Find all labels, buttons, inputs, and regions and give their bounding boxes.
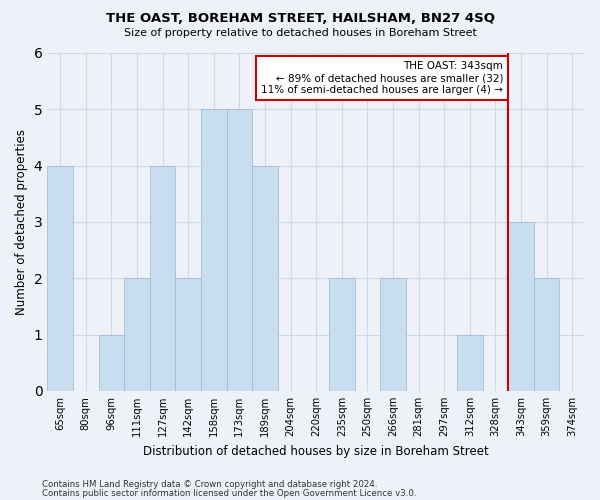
Bar bbox=[457, 334, 482, 391]
Bar bbox=[508, 222, 534, 391]
Bar bbox=[124, 278, 150, 391]
Bar bbox=[534, 278, 559, 391]
Text: Contains public sector information licensed under the Open Government Licence v3: Contains public sector information licen… bbox=[42, 488, 416, 498]
Bar bbox=[175, 278, 201, 391]
Bar bbox=[252, 166, 278, 391]
Bar bbox=[47, 166, 73, 391]
Text: Size of property relative to detached houses in Boreham Street: Size of property relative to detached ho… bbox=[124, 28, 476, 38]
Bar bbox=[201, 110, 227, 391]
Text: THE OAST: 343sqm
← 89% of detached houses are smaller (32)
11% of semi-detached : THE OAST: 343sqm ← 89% of detached house… bbox=[261, 62, 503, 94]
Bar bbox=[329, 278, 355, 391]
X-axis label: Distribution of detached houses by size in Boreham Street: Distribution of detached houses by size … bbox=[143, 444, 489, 458]
Text: THE OAST, BOREHAM STREET, HAILSHAM, BN27 4SQ: THE OAST, BOREHAM STREET, HAILSHAM, BN27… bbox=[106, 12, 494, 26]
Y-axis label: Number of detached properties: Number of detached properties bbox=[15, 129, 28, 315]
Text: Contains HM Land Registry data © Crown copyright and database right 2024.: Contains HM Land Registry data © Crown c… bbox=[42, 480, 377, 489]
Bar bbox=[380, 278, 406, 391]
Bar bbox=[150, 166, 175, 391]
Bar bbox=[227, 110, 252, 391]
Bar bbox=[98, 334, 124, 391]
